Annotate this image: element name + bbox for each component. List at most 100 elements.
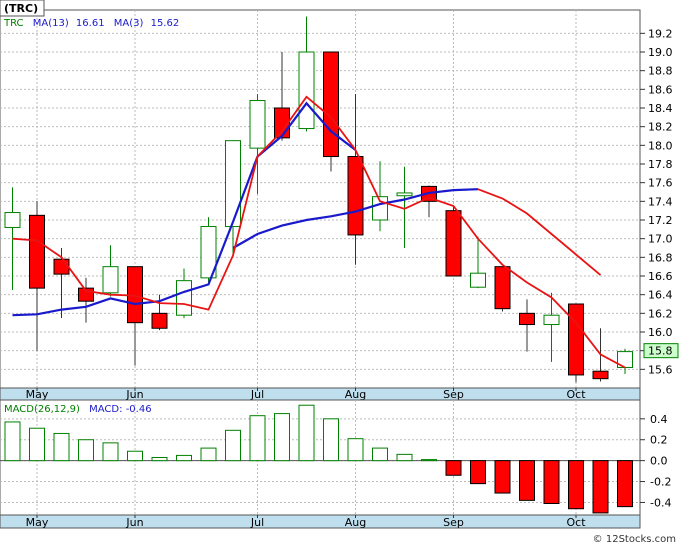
- macd-bar-positive: [298, 404, 315, 462]
- candle-body-up: [249, 100, 266, 149]
- price-panel: 19.2 19.0 18.8 18.6 18.4 18.2 18.0 17.8 17.6 17.4…: [0, 0, 679, 389]
- candle: [617, 348, 633, 374]
- candle: [347, 94, 364, 265]
- candle: [102, 245, 119, 297]
- symbol-label: (TRC): [0, 0, 45, 17]
- legend-ma13-label: MA(13): [33, 18, 69, 29]
- macd-legend: MACD(26,12,9) MACD: -0.46: [4, 404, 152, 415]
- legend-macd-params: MACD(26,12,9): [4, 404, 80, 415]
- price-tick-label: 17.8: [648, 158, 673, 171]
- legend-ma13-value: 16.61: [76, 18, 105, 29]
- price-x-label: Oct: [566, 388, 586, 401]
- candle-body-down: [29, 214, 45, 289]
- price-tick-label: 17.4: [648, 195, 673, 208]
- symbol-text: (TRC): [4, 2, 38, 15]
- candle-body-down: [53, 258, 70, 275]
- price-tick-label: 16.2: [648, 307, 673, 320]
- macd-bar-positive: [396, 453, 413, 462]
- macd-bar-positive: [176, 454, 192, 462]
- candle-body-up: [176, 280, 192, 316]
- macd-x-label: May: [26, 516, 49, 529]
- price-tick-label: 19.0: [648, 46, 673, 59]
- price-tick-label: 18.0: [648, 139, 673, 152]
- ma-line: [12, 101, 357, 317]
- candle: [568, 303, 584, 383]
- candle: [151, 294, 168, 331]
- macd-x-label: Jun: [125, 516, 143, 529]
- price-tick-label: 19.2: [648, 27, 673, 40]
- macd-panel: 0.4 0.2 0.0 -0.2 -0.4 MACD(26,12,9) MACD: -0…: [0, 399, 671, 516]
- price-tick-label: 16.4: [648, 289, 673, 302]
- candle: [396, 166, 413, 248]
- macd-bar-negative: [568, 460, 584, 510]
- candle: [225, 140, 241, 255]
- macd-bar-positive: [225, 429, 241, 462]
- macd-bar-positive: [249, 415, 266, 462]
- macd-bar-positive: [29, 427, 45, 462]
- macd-bar-positive: [372, 447, 388, 462]
- price-tick-label: 18.8: [648, 65, 673, 78]
- legend-ma3-label: MA(3): [114, 18, 144, 29]
- candle-body-up: [225, 140, 241, 228]
- macd-bar-negative: [445, 460, 462, 476]
- candle: [176, 268, 192, 318]
- price-x-label: Jul: [250, 388, 264, 401]
- macd-bar-positive: [200, 447, 217, 462]
- candle: [519, 299, 535, 352]
- candle: [200, 217, 217, 284]
- candle-body-down: [347, 156, 364, 236]
- macd-bar-positive: [78, 439, 94, 462]
- candle: [470, 236, 486, 289]
- macd-bar-negative: [494, 460, 511, 494]
- macd-tick-label: 0.0: [650, 455, 668, 468]
- price-x-label: Jun: [125, 388, 143, 401]
- macd-bars: [4, 404, 633, 514]
- macd-tick-label: -0.2: [650, 476, 671, 489]
- macd-bar-negative: [519, 460, 535, 501]
- price-tick-label: 17.0: [648, 233, 673, 246]
- ma-line: [477, 188, 602, 276]
- candle: [4, 187, 21, 290]
- macd-bar-positive: [323, 418, 339, 462]
- candle: [29, 201, 45, 351]
- price-x-axis: May Jun Jul Aug Sep Oct: [0, 387, 641, 401]
- price-x-label: May: [26, 388, 49, 401]
- candle: [249, 94, 266, 194]
- macd-bar-positive: [53, 432, 70, 462]
- price-tick-label: 16.6: [648, 270, 673, 283]
- candle-body-up: [396, 192, 413, 197]
- macd-x-label: Sep: [443, 516, 464, 529]
- price-tick-label: 18.6: [648, 83, 673, 96]
- moving-average-lines: [12, 95, 626, 369]
- macd-bar-positive: [151, 457, 168, 462]
- macd-x-label: Jul: [250, 516, 264, 529]
- macd-bar-negative: [543, 460, 560, 504]
- candle: [445, 206, 462, 277]
- macd-x-label: Aug: [345, 516, 366, 529]
- price-y-axis: 19.2 19.0 18.8 18.6 18.4 18.2 18.0 17.8 17.6 17.4…: [640, 27, 673, 376]
- price-tick-label: 16.8: [648, 251, 673, 264]
- macd-bar-positive: [421, 459, 437, 462]
- candle-body-down: [323, 51, 339, 158]
- macd-tick-label: 0.4: [650, 413, 668, 426]
- macd-y-axis: 0.4 0.2 0.0 -0.2 -0.4: [640, 413, 671, 509]
- candle-body-up: [4, 212, 21, 228]
- price-candles: [4, 16, 633, 383]
- candle: [494, 266, 511, 312]
- candle: [543, 292, 560, 362]
- candle-body-down: [568, 303, 584, 376]
- macd-bar-positive: [4, 421, 21, 462]
- candle-body-up: [200, 226, 217, 279]
- candle: [127, 266, 143, 366]
- macd-bar-positive: [127, 450, 143, 462]
- candle-body-down: [445, 210, 462, 277]
- ma-line: [12, 95, 626, 369]
- candle-body-down: [519, 312, 535, 326]
- ma-line: [232, 188, 479, 249]
- candle-body-up: [543, 314, 560, 326]
- candle-body-down: [592, 370, 609, 380]
- price-tick-label: 18.4: [648, 102, 673, 115]
- macd-x-axis: May Jun Jul Aug Sep Oct: [0, 514, 641, 529]
- copyright-footer: © 12Stocks.com: [593, 534, 676, 545]
- macd-tick-label: 0.2: [650, 434, 668, 447]
